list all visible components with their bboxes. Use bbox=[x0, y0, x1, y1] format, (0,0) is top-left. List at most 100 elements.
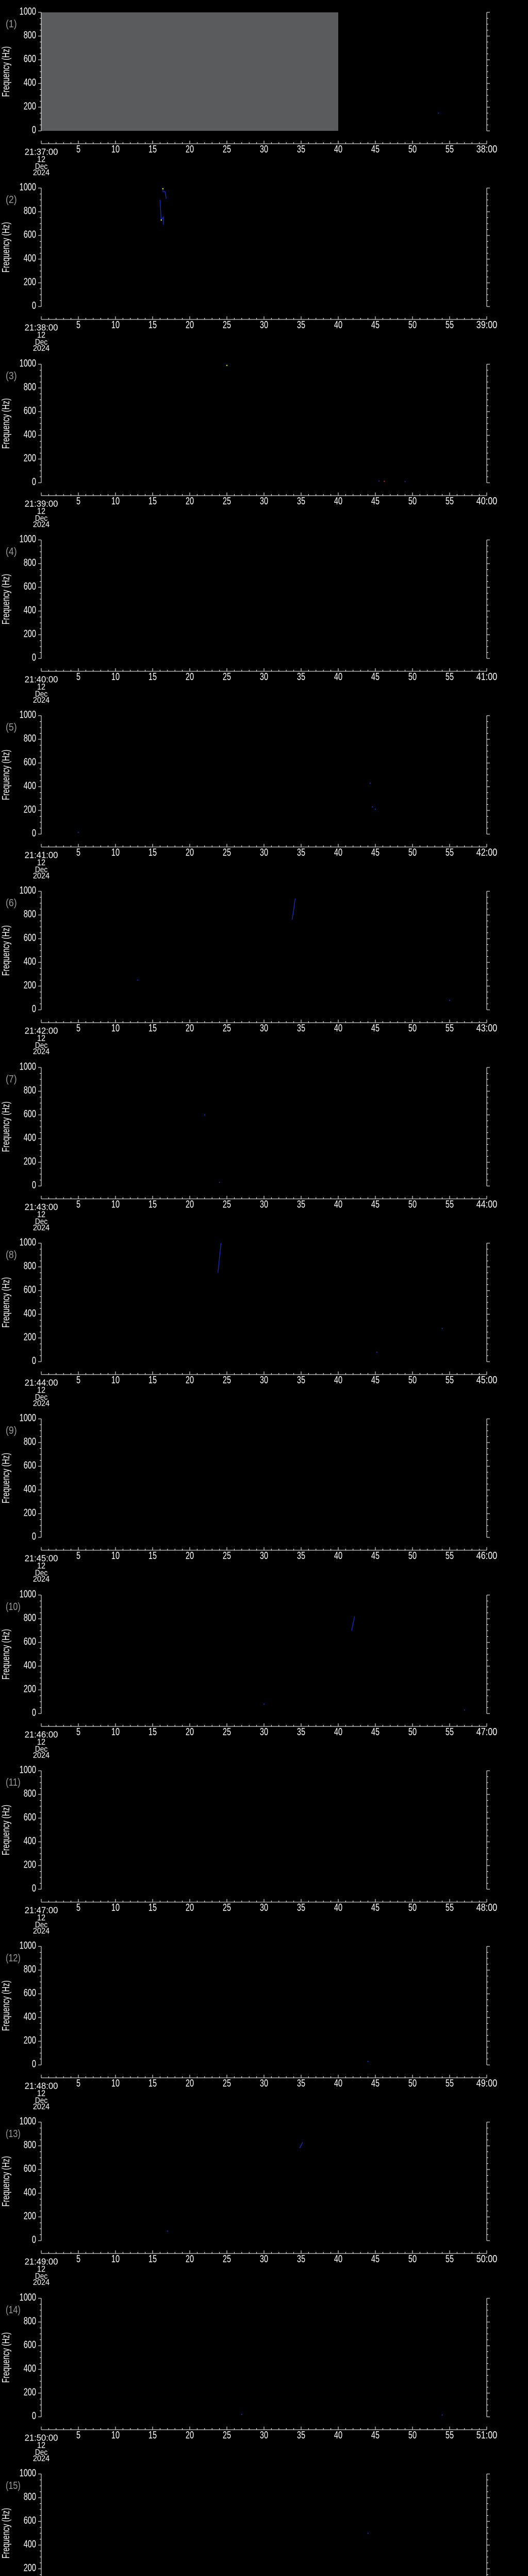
svg-text:35: 35 bbox=[297, 319, 305, 331]
svg-text:1000: 1000 bbox=[20, 182, 36, 193]
svg-text:2024: 2024 bbox=[33, 2103, 50, 2110]
svg-text:600: 600 bbox=[24, 756, 36, 768]
svg-text:50: 50 bbox=[408, 319, 417, 331]
svg-text:40: 40 bbox=[334, 671, 342, 683]
svg-text:55: 55 bbox=[446, 2253, 454, 2265]
svg-text:800: 800 bbox=[24, 909, 36, 920]
svg-text:800: 800 bbox=[24, 1788, 36, 1799]
svg-text:400: 400 bbox=[24, 780, 36, 791]
svg-text:600: 600 bbox=[24, 1811, 36, 1823]
svg-text:55: 55 bbox=[446, 2430, 454, 2441]
svg-text:5: 5 bbox=[76, 319, 80, 331]
svg-text:55: 55 bbox=[446, 1726, 454, 1738]
svg-text:50: 50 bbox=[408, 496, 417, 507]
svg-text:55: 55 bbox=[446, 144, 454, 155]
svg-text:Frequency (Hz): Frequency (Hz) bbox=[1, 574, 12, 624]
svg-text:1000: 1000 bbox=[20, 885, 36, 896]
svg-text:5: 5 bbox=[76, 671, 80, 683]
svg-text:200: 200 bbox=[24, 980, 36, 991]
svg-text:38:00: 38:00 bbox=[476, 144, 497, 155]
svg-text:600: 600 bbox=[24, 1987, 36, 1998]
svg-text:Frequency (Hz): Frequency (Hz) bbox=[1, 1805, 12, 1855]
svg-text:200: 200 bbox=[24, 1507, 36, 1519]
svg-text:600: 600 bbox=[24, 2515, 36, 2526]
svg-text:25: 25 bbox=[223, 1023, 231, 1034]
svg-text:600: 600 bbox=[24, 1636, 36, 1647]
svg-text:40: 40 bbox=[334, 319, 342, 331]
svg-text:35: 35 bbox=[297, 671, 305, 683]
svg-text:50: 50 bbox=[408, 2253, 417, 2265]
svg-text:40: 40 bbox=[334, 1023, 342, 1034]
svg-text:2024: 2024 bbox=[33, 1751, 50, 1758]
svg-text:Frequency (Hz): Frequency (Hz) bbox=[1, 1277, 12, 1328]
svg-text:25: 25 bbox=[223, 847, 231, 858]
svg-text:10: 10 bbox=[111, 319, 120, 331]
svg-text:45: 45 bbox=[371, 1726, 380, 1738]
svg-text:55: 55 bbox=[446, 496, 454, 507]
svg-text:15: 15 bbox=[148, 1375, 157, 1386]
svg-text:(14): (14) bbox=[6, 2304, 21, 2316]
svg-text:0: 0 bbox=[32, 2058, 36, 2070]
svg-text:5: 5 bbox=[76, 2430, 80, 2441]
svg-text:20: 20 bbox=[186, 1550, 194, 1562]
svg-text:600: 600 bbox=[24, 2339, 36, 2350]
svg-text:200: 200 bbox=[24, 2035, 36, 2046]
svg-text:0: 0 bbox=[32, 1355, 36, 1366]
svg-text:30: 30 bbox=[260, 847, 268, 858]
svg-text:1000: 1000 bbox=[20, 533, 36, 545]
svg-text:55: 55 bbox=[446, 2078, 454, 2089]
svg-text:0: 0 bbox=[32, 827, 36, 839]
svg-text:15: 15 bbox=[148, 1023, 157, 1034]
svg-text:1000: 1000 bbox=[20, 1061, 36, 1072]
svg-text:35: 35 bbox=[297, 144, 305, 155]
svg-text:800: 800 bbox=[24, 733, 36, 744]
svg-text:200: 200 bbox=[24, 100, 36, 112]
svg-text:25: 25 bbox=[223, 2078, 231, 2089]
svg-text:50: 50 bbox=[408, 144, 417, 155]
svg-text:(3): (3) bbox=[6, 370, 17, 382]
svg-text:800: 800 bbox=[24, 2491, 36, 2502]
svg-text:800: 800 bbox=[24, 1612, 36, 1623]
svg-text:25: 25 bbox=[223, 1375, 231, 1386]
svg-text:800: 800 bbox=[24, 557, 36, 568]
svg-text:200: 200 bbox=[24, 804, 36, 815]
svg-text:20: 20 bbox=[186, 1199, 194, 1210]
svg-text:600: 600 bbox=[24, 1460, 36, 1471]
svg-text:10: 10 bbox=[111, 2078, 120, 2089]
svg-text:30: 30 bbox=[260, 1375, 268, 1386]
svg-text:45: 45 bbox=[371, 144, 380, 155]
svg-text:2024: 2024 bbox=[33, 1047, 50, 1055]
svg-text:30: 30 bbox=[260, 1199, 268, 1210]
svg-text:(11): (11) bbox=[6, 1777, 21, 1788]
svg-text:1000: 1000 bbox=[20, 1940, 36, 1951]
svg-text:(1): (1) bbox=[6, 19, 17, 30]
svg-text:(2): (2) bbox=[6, 194, 17, 206]
svg-text:55: 55 bbox=[446, 1375, 454, 1386]
svg-text:35: 35 bbox=[297, 496, 305, 507]
svg-text:45: 45 bbox=[371, 1023, 380, 1034]
svg-text:15: 15 bbox=[148, 2078, 157, 2089]
svg-text:10: 10 bbox=[111, 671, 120, 683]
svg-text:25: 25 bbox=[223, 2253, 231, 2265]
svg-text:0: 0 bbox=[32, 1531, 36, 1543]
svg-text:5: 5 bbox=[76, 1199, 80, 1210]
svg-text:Frequency (Hz): Frequency (Hz) bbox=[1, 750, 12, 800]
svg-text:800: 800 bbox=[24, 206, 36, 217]
svg-text:800: 800 bbox=[24, 1436, 36, 1448]
svg-text:0: 0 bbox=[32, 124, 36, 135]
svg-text:49:00: 49:00 bbox=[476, 2078, 497, 2089]
svg-text:200: 200 bbox=[24, 1859, 36, 1870]
svg-text:800: 800 bbox=[24, 381, 36, 393]
svg-text:200: 200 bbox=[24, 1683, 36, 1694]
svg-text:5: 5 bbox=[76, 1726, 80, 1738]
svg-text:5: 5 bbox=[76, 1902, 80, 1913]
svg-text:30: 30 bbox=[260, 1902, 268, 1913]
svg-text:1000: 1000 bbox=[20, 709, 36, 720]
svg-text:45: 45 bbox=[371, 2078, 380, 2089]
svg-text:5: 5 bbox=[76, 2078, 80, 2089]
svg-text:40: 40 bbox=[334, 1375, 342, 1386]
svg-text:10: 10 bbox=[111, 496, 120, 507]
svg-text:15: 15 bbox=[148, 847, 157, 858]
svg-text:2024: 2024 bbox=[33, 1224, 50, 1231]
svg-text:(7): (7) bbox=[6, 1074, 17, 1085]
